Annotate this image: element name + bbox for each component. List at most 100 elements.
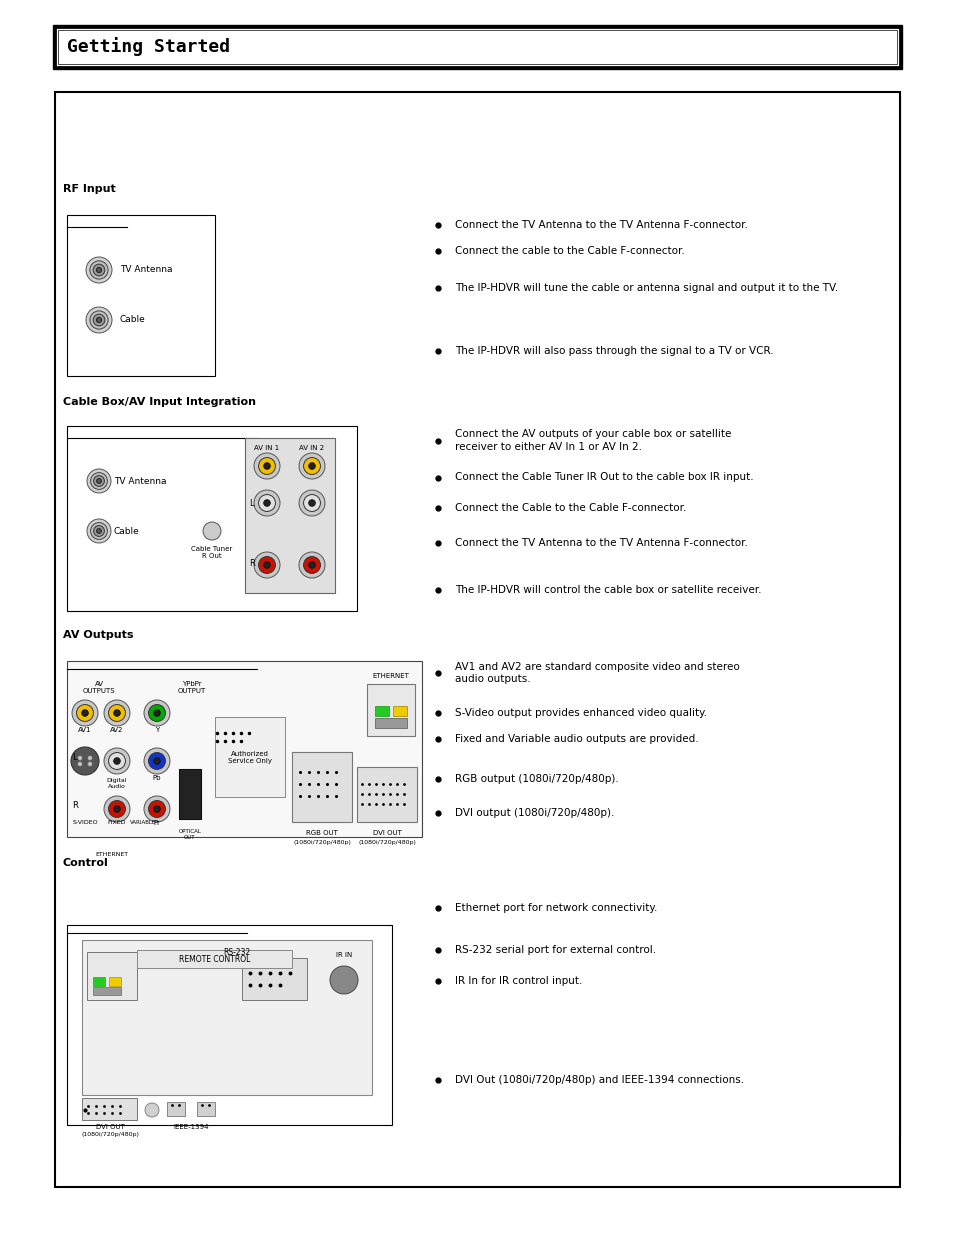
Bar xyxy=(67,661,421,837)
Text: ETHERNET: ETHERNET xyxy=(95,852,129,857)
Circle shape xyxy=(303,494,320,511)
Text: Cable: Cable xyxy=(113,526,139,536)
Circle shape xyxy=(145,1103,159,1116)
Bar xyxy=(419,120,899,175)
Text: RF Input: RF Input xyxy=(63,184,115,194)
Text: IEEE-1394: IEEE-1394 xyxy=(173,1124,209,1130)
Text: Control: Control xyxy=(63,858,109,868)
Text: Connect the TV Antenna to the TV Antenna F-connector.: Connect the TV Antenna to the TV Antenna… xyxy=(455,538,747,548)
Bar xyxy=(245,438,335,593)
Circle shape xyxy=(303,557,320,573)
Text: TV Antenna: TV Antenna xyxy=(113,477,167,485)
Text: L: L xyxy=(71,753,76,762)
Bar xyxy=(55,120,419,175)
Circle shape xyxy=(303,457,320,474)
Circle shape xyxy=(258,494,275,511)
Bar xyxy=(242,958,307,1000)
Bar xyxy=(167,1102,185,1116)
Text: Ethernet port for network connectivity.: Ethernet port for network connectivity. xyxy=(455,903,657,913)
Bar xyxy=(55,388,419,416)
Text: Getting Started: Getting Started xyxy=(67,37,230,57)
Circle shape xyxy=(263,562,270,568)
Text: Connect the TV Antenna to the TV Antenna F-connector.: Connect the TV Antenna to the TV Antenna… xyxy=(455,220,747,230)
Text: FIXED: FIXED xyxy=(108,820,126,825)
Text: Connect the AV outputs of your cable box or satellite
receiver to either AV In 1: Connect the AV outputs of your cable box… xyxy=(455,430,731,452)
Circle shape xyxy=(104,797,130,823)
Bar xyxy=(92,987,121,995)
Text: Cable Box/AV Input Integration: Cable Box/AV Input Integration xyxy=(63,396,255,408)
Circle shape xyxy=(88,756,91,760)
Text: Fixed and Variable audio outputs are provided.: Fixed and Variable audio outputs are pro… xyxy=(455,734,698,743)
Bar xyxy=(67,215,214,375)
Text: R: R xyxy=(249,558,254,568)
Text: AV1: AV1 xyxy=(78,727,91,734)
Bar xyxy=(109,977,121,986)
Circle shape xyxy=(253,490,280,516)
Circle shape xyxy=(309,562,314,568)
Bar xyxy=(419,621,899,650)
Text: Cable: Cable xyxy=(120,315,146,325)
Bar xyxy=(67,426,356,611)
Circle shape xyxy=(330,966,357,994)
Text: REMOTE CONTROL: REMOTE CONTROL xyxy=(179,955,251,963)
Circle shape xyxy=(113,710,120,716)
Circle shape xyxy=(144,700,170,726)
Circle shape xyxy=(109,752,125,769)
Text: DVI OUT: DVI OUT xyxy=(373,830,401,836)
Text: (1080i/720p/480p): (1080i/720p/480p) xyxy=(293,840,351,845)
Bar xyxy=(419,91,899,120)
Circle shape xyxy=(90,261,108,279)
Circle shape xyxy=(109,704,125,721)
Bar xyxy=(53,25,901,69)
Bar xyxy=(92,977,105,986)
Text: VARIABLE: VARIABLE xyxy=(130,820,156,825)
Text: AV
OUTPUTS: AV OUTPUTS xyxy=(83,680,115,694)
Bar xyxy=(55,621,419,650)
Circle shape xyxy=(298,552,325,578)
Circle shape xyxy=(96,317,101,322)
Text: DVI Out (1080i/720p/480p) and IEEE-1394 connections.: DVI Out (1080i/720p/480p) and IEEE-1394 … xyxy=(455,1074,743,1084)
Circle shape xyxy=(87,469,111,493)
Bar xyxy=(179,769,201,819)
Text: RS-232: RS-232 xyxy=(223,948,251,957)
Text: Digital
Audio: Digital Audio xyxy=(107,778,127,789)
Bar xyxy=(419,388,899,416)
Text: ETHERNET: ETHERNET xyxy=(373,673,409,679)
Circle shape xyxy=(86,257,112,283)
Text: Connect the cable to the Cable F-connector.: Connect the cable to the Cable F-connect… xyxy=(455,246,684,256)
Bar xyxy=(292,752,352,823)
Text: Y: Y xyxy=(154,727,159,734)
Text: DVI OUT: DVI OUT xyxy=(95,1124,124,1130)
Circle shape xyxy=(93,314,105,326)
Bar xyxy=(419,416,899,621)
Circle shape xyxy=(153,710,160,716)
Circle shape xyxy=(153,758,160,764)
Bar xyxy=(82,940,372,1095)
Bar xyxy=(55,203,419,388)
Text: (1080i/720p/480p): (1080i/720p/480p) xyxy=(357,840,416,845)
Circle shape xyxy=(298,453,325,479)
Circle shape xyxy=(86,308,112,333)
Circle shape xyxy=(309,500,314,506)
Circle shape xyxy=(149,800,165,818)
Circle shape xyxy=(93,475,104,487)
Bar xyxy=(356,767,416,823)
Bar xyxy=(55,416,419,621)
Circle shape xyxy=(96,529,101,534)
Text: Authorized
Service Only: Authorized Service Only xyxy=(228,751,272,763)
Circle shape xyxy=(78,756,82,760)
Circle shape xyxy=(96,268,101,273)
Circle shape xyxy=(82,710,89,716)
Bar xyxy=(367,684,415,736)
Circle shape xyxy=(203,522,221,540)
Text: (1080i/720p/480p): (1080i/720p/480p) xyxy=(81,1132,139,1137)
Bar xyxy=(58,30,896,64)
Circle shape xyxy=(90,311,108,329)
Circle shape xyxy=(144,797,170,823)
Text: Cable Tuner
R Out: Cable Tuner R Out xyxy=(192,546,233,559)
Circle shape xyxy=(144,748,170,774)
Bar xyxy=(419,877,899,1137)
Text: RS-232 serial port for external control.: RS-232 serial port for external control. xyxy=(455,945,656,955)
Circle shape xyxy=(113,805,120,813)
Circle shape xyxy=(149,704,165,721)
